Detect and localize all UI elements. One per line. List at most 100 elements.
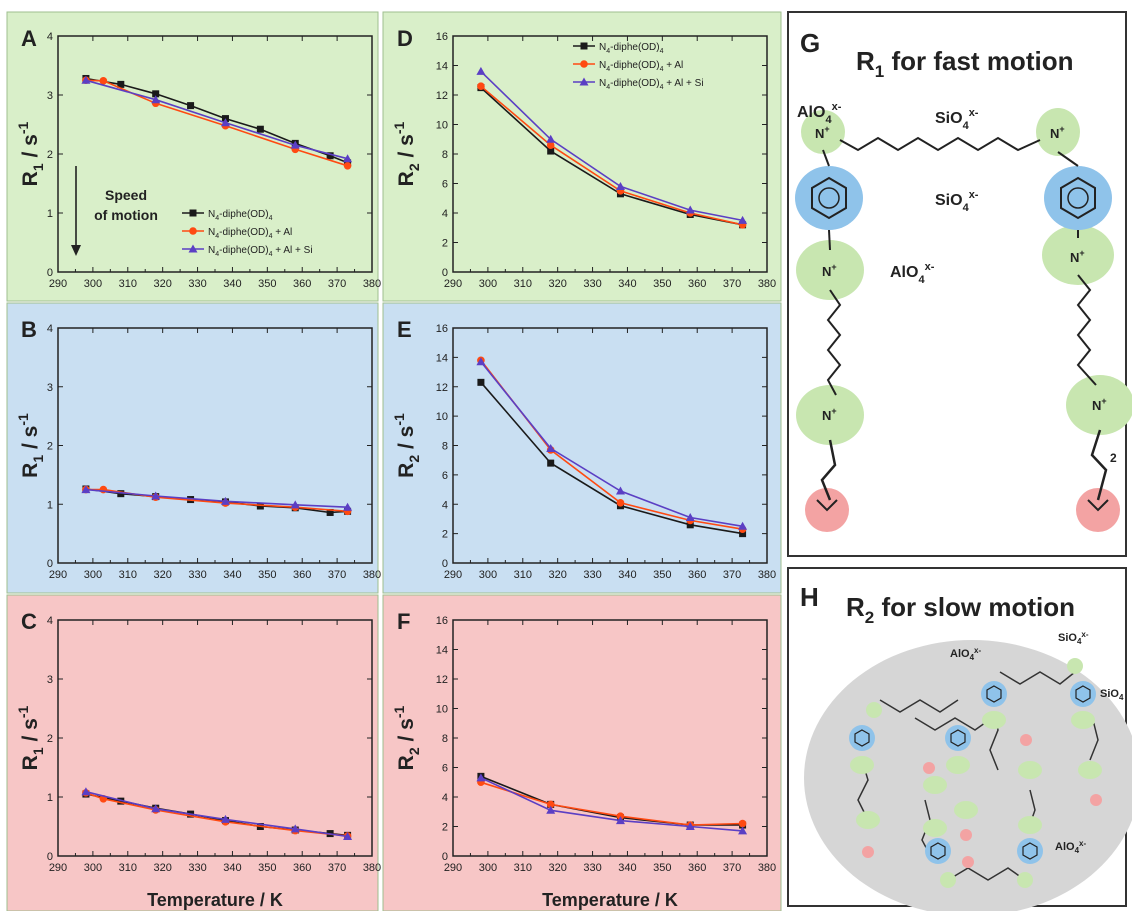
x-tick-label: 340 (618, 569, 636, 581)
anion-label: AlO4x- (890, 261, 935, 286)
y-tick-label: 6 (442, 763, 448, 775)
legend-label: N4-diphe(OD)4 + Al (599, 60, 683, 73)
chart-panel-d: D 290 300 310 320 330 340 350 360 370 380 0 2 4 6 8 10 12… (382, 11, 782, 302)
y-tick-label: 4 (442, 499, 448, 511)
data-point (615, 181, 625, 190)
phenyl-bubble (925, 838, 951, 864)
x-tick-label: 360 (688, 862, 706, 874)
phenyl-bubble (945, 725, 971, 751)
anion-label: SiO4x- (1058, 630, 1089, 646)
y-tick-label: 8 (442, 149, 448, 161)
x-tick-label: 350 (653, 862, 671, 874)
y-tick-label: 2 (442, 238, 448, 250)
x-tick-label: 340 (223, 862, 241, 874)
x-tick-label: 360 (293, 569, 311, 581)
data-point (256, 502, 264, 510)
speed-arrow-head (71, 245, 81, 256)
data-point (81, 75, 91, 84)
n-plus-label: N+ (1050, 124, 1065, 141)
ammonium-bubble (796, 240, 864, 300)
phenyl-bubble (981, 681, 1007, 707)
x-tick-label: 290 (49, 569, 67, 581)
data-point (685, 822, 695, 830)
data-point (738, 826, 748, 835)
y-tick-label: 0 (442, 851, 448, 863)
y-axis-label: R2 / s-1 (391, 413, 422, 478)
y-tick-label: 2 (442, 822, 448, 834)
ammonium-bubble (1018, 816, 1042, 834)
panel-g-title: R1 for fast motion (856, 46, 1073, 81)
panel-h-letter: H (800, 582, 819, 612)
x-tick-label: 310 (119, 278, 137, 290)
y-tick-label: 12 (436, 90, 448, 102)
y-tick-label: 3 (47, 674, 53, 686)
data-point (477, 82, 485, 90)
panel-h-title: R2 for slow motion (846, 592, 1075, 627)
ammonium-bubble (954, 801, 978, 819)
legend-label: N4-diphe(OD)4 + Al + Si (599, 78, 704, 91)
data-point (290, 824, 300, 833)
anion-label: AlO4x- (1055, 839, 1086, 855)
anion-label: AlO4x- (797, 101, 842, 126)
x-tick-label: 300 (84, 862, 102, 874)
y-tick-label: 2 (47, 733, 53, 745)
x-tick-label: 350 (258, 862, 276, 874)
x-tick-label: 320 (153, 862, 171, 874)
terminal-bubble (960, 829, 972, 841)
x-tick-label: 300 (479, 862, 497, 874)
anion-label: AlO4x- (950, 646, 981, 662)
y-tick-label: 12 (436, 674, 448, 686)
y-tick-label: 14 (436, 645, 448, 657)
x-tick-label: 380 (758, 862, 776, 874)
data-point (546, 800, 555, 809)
terminal-bubble (962, 856, 974, 868)
data-point (546, 141, 555, 149)
benzene-ring-inner (1067, 187, 1089, 209)
y-tick-label: 2 (442, 529, 448, 541)
y-axis-label: R1 / s-1 (15, 121, 46, 186)
x-tick-label: 360 (293, 278, 311, 290)
legend-label: N4-diphe(OD)4 (208, 209, 273, 222)
x-tick-label: 290 (444, 569, 462, 581)
ammonium-bubble (923, 776, 947, 794)
ammonium-bubble (801, 110, 845, 154)
x-tick-label: 380 (758, 278, 776, 290)
data-point (152, 90, 160, 98)
legend-label: N4-diphe(OD)4 (599, 42, 664, 55)
x-tick-label: 340 (223, 278, 241, 290)
bond (828, 229, 831, 251)
n-plus-label: N+ (1070, 248, 1085, 265)
ammonium-bubble (856, 811, 880, 829)
ammonium-bubble (1067, 658, 1083, 674)
anion-label: SiO4x- (935, 107, 979, 132)
ammonium-bubble (923, 819, 947, 837)
tert-butyl-end (816, 499, 838, 512)
data-point (117, 80, 125, 88)
x-tick-label: 300 (84, 569, 102, 581)
y-tick-label: 4 (47, 615, 53, 627)
y-axis-label: R1 / s-1 (15, 705, 46, 770)
data-point (616, 498, 625, 507)
data-point (738, 521, 748, 530)
x-tick-label: 320 (153, 278, 171, 290)
x-tick-label: 310 (119, 862, 137, 874)
alkyl-chain (999, 671, 1076, 685)
data-point (326, 508, 334, 516)
panel-background (6, 302, 379, 594)
y-tick-label: 16 (436, 615, 448, 627)
y-tick-label: 16 (436, 31, 448, 43)
x-tick-label: 380 (363, 862, 381, 874)
benzene-ring (811, 176, 847, 220)
panel-letter: F (397, 609, 410, 634)
data-point (290, 140, 300, 149)
y-tick-label: 4 (442, 208, 448, 220)
x-tick-label: 290 (444, 862, 462, 874)
anion-label: SiO4 (1100, 688, 1124, 702)
y-tick-label: 4 (442, 792, 448, 804)
bond (822, 149, 830, 167)
x-tick-label: 370 (723, 569, 741, 581)
alkyl-chain (1076, 274, 1097, 386)
ammonium-bubble (850, 756, 874, 774)
y-tick-label: 0 (47, 267, 53, 279)
